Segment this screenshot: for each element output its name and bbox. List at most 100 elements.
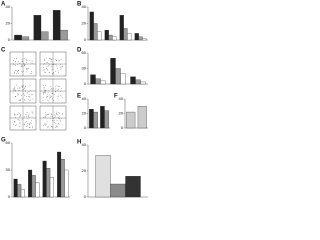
event [21, 66, 22, 68]
event [24, 86, 26, 88]
event [50, 65, 52, 67]
event [50, 115, 52, 117]
event [23, 116, 25, 118]
bar [33, 15, 42, 41]
event [52, 118, 54, 119]
y-tick-label: 20 [82, 168, 87, 173]
event [58, 88, 59, 90]
event [54, 117, 55, 118]
event [19, 119, 20, 121]
event [21, 59, 23, 60]
panel-letter: C [1, 48, 6, 54]
bar [60, 29, 68, 41]
bar [119, 15, 124, 41]
bar [95, 78, 101, 85]
bar [142, 38, 147, 41]
event [56, 95, 58, 97]
event [59, 91, 61, 92]
event [17, 112, 19, 114]
event [19, 87, 20, 88]
event [52, 116, 53, 118]
event [46, 96, 48, 97]
event [23, 62, 25, 64]
event [15, 114, 17, 116]
event [43, 92, 44, 94]
event [55, 125, 57, 127]
event [51, 58, 53, 60]
event [47, 96, 49, 97]
event [22, 123, 24, 125]
event [19, 88, 21, 90]
event [16, 124, 18, 125]
event [18, 116, 20, 118]
event [31, 98, 33, 100]
event [21, 98, 23, 100]
event [51, 95, 52, 97]
bar [130, 76, 136, 85]
event [32, 111, 33, 113]
event [50, 61, 52, 62]
event [52, 93, 54, 94]
panel-letter: D [77, 48, 82, 54]
event [46, 114, 47, 116]
event [46, 113, 48, 115]
event [17, 93, 19, 94]
event [49, 96, 51, 98]
event [43, 63, 45, 65]
bar [110, 183, 126, 198]
event [42, 85, 44, 86]
event [22, 89, 24, 91]
event [15, 64, 16, 66]
event [53, 72, 55, 73]
bar [89, 109, 94, 129]
event [19, 122, 21, 124]
bar [97, 31, 102, 41]
event [61, 88, 62, 90]
event [24, 95, 26, 96]
event [23, 93, 25, 95]
y-tick-label: 0 [84, 37, 87, 42]
event [56, 113, 58, 115]
event [24, 65, 26, 66]
event [23, 93, 24, 94]
event [58, 112, 60, 113]
bar [21, 36, 30, 41]
event [52, 64, 53, 65]
event [44, 123, 46, 125]
event [53, 73, 55, 75]
event [30, 90, 32, 91]
bar [13, 178, 18, 198]
event [51, 88, 53, 90]
event [18, 119, 19, 121]
bar [104, 110, 109, 129]
bar [95, 155, 111, 198]
event [12, 63, 14, 65]
bar [49, 177, 54, 198]
panel-letter: H [77, 140, 81, 146]
event [59, 116, 61, 118]
event [17, 71, 19, 73]
bar [46, 168, 51, 198]
event [45, 111, 46, 113]
event [25, 126, 27, 128]
event [56, 120, 58, 121]
event [59, 112, 60, 114]
event [43, 124, 45, 126]
bar [123, 28, 128, 41]
event [23, 124, 25, 126]
event [19, 113, 21, 115]
y-tick-label: 20 [119, 111, 124, 116]
bar [125, 176, 141, 198]
event [26, 114, 28, 116]
event [28, 124, 30, 126]
event [44, 60, 46, 61]
event [13, 113, 15, 115]
event [48, 113, 50, 115]
bar [140, 81, 146, 85]
event [51, 63, 53, 65]
event [46, 68, 48, 69]
bar [89, 11, 94, 41]
event [51, 92, 53, 94]
event [55, 88, 56, 90]
event [19, 115, 21, 117]
